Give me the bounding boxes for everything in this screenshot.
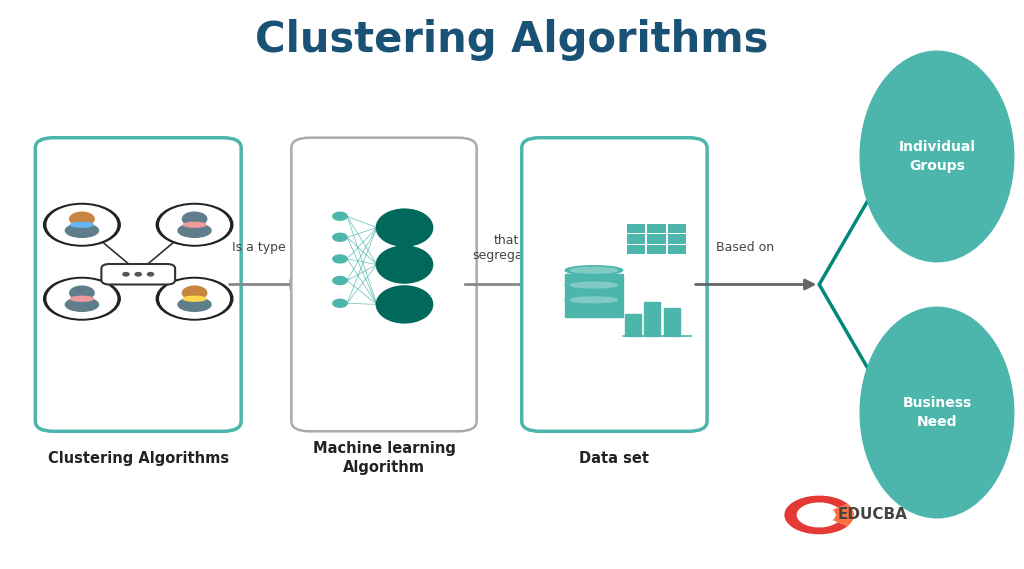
Ellipse shape <box>71 222 93 227</box>
Ellipse shape <box>71 296 93 301</box>
Text: Individual
Groups: Individual Groups <box>898 140 976 173</box>
Bar <box>565 274 623 287</box>
Text: Business
Need: Business Need <box>902 396 972 429</box>
Text: Is a type of: Is a type of <box>232 241 302 254</box>
Ellipse shape <box>376 209 433 246</box>
Circle shape <box>47 205 117 244</box>
FancyBboxPatch shape <box>521 138 707 431</box>
Text: Machine learning
Algorithm: Machine learning Algorithm <box>312 440 456 476</box>
Circle shape <box>333 255 347 263</box>
Bar <box>668 234 686 244</box>
FancyBboxPatch shape <box>101 264 175 284</box>
Polygon shape <box>811 508 836 522</box>
Wedge shape <box>833 504 854 526</box>
Bar <box>627 224 645 233</box>
Circle shape <box>47 279 117 318</box>
Ellipse shape <box>565 281 623 290</box>
Circle shape <box>135 273 141 276</box>
Ellipse shape <box>376 286 433 323</box>
Circle shape <box>333 277 347 284</box>
Ellipse shape <box>570 267 617 273</box>
Ellipse shape <box>66 298 98 311</box>
Bar <box>647 245 666 254</box>
Ellipse shape <box>183 296 206 301</box>
Bar <box>668 245 686 254</box>
Ellipse shape <box>570 297 617 303</box>
Bar <box>565 288 623 302</box>
Bar <box>627 234 645 244</box>
Circle shape <box>333 299 347 307</box>
Circle shape <box>333 233 347 241</box>
Ellipse shape <box>860 307 1014 518</box>
Bar <box>668 224 686 233</box>
Bar <box>565 303 623 317</box>
Circle shape <box>70 212 94 226</box>
Circle shape <box>182 212 207 226</box>
Text: Data set: Data set <box>580 451 649 465</box>
Ellipse shape <box>570 282 617 288</box>
Ellipse shape <box>178 224 211 237</box>
Ellipse shape <box>66 224 98 237</box>
Bar <box>664 308 680 336</box>
FancyBboxPatch shape <box>291 138 476 431</box>
Ellipse shape <box>565 295 623 304</box>
Ellipse shape <box>183 222 206 227</box>
Text: Based on: Based on <box>717 241 774 254</box>
Circle shape <box>44 204 120 246</box>
Text: EDUCBA: EDUCBA <box>838 508 907 522</box>
Ellipse shape <box>376 246 433 283</box>
Circle shape <box>123 273 129 276</box>
Circle shape <box>333 212 347 220</box>
Ellipse shape <box>565 266 623 275</box>
Bar <box>647 224 666 233</box>
Circle shape <box>147 273 154 276</box>
Bar <box>627 245 645 254</box>
FancyBboxPatch shape <box>35 138 242 431</box>
Circle shape <box>160 205 229 244</box>
Circle shape <box>160 279 229 318</box>
Circle shape <box>44 278 120 320</box>
Circle shape <box>157 204 232 246</box>
Ellipse shape <box>860 51 1014 262</box>
Text: Clustering Algorithms: Clustering Algorithms <box>255 19 769 61</box>
Circle shape <box>70 286 94 300</box>
Text: that
segregates: that segregates <box>472 233 542 262</box>
Circle shape <box>157 278 232 320</box>
Bar <box>647 234 666 244</box>
Text: Clustering Algorithms: Clustering Algorithms <box>48 451 228 465</box>
Wedge shape <box>784 496 848 534</box>
Circle shape <box>182 286 207 300</box>
Bar <box>644 302 660 336</box>
Bar <box>625 314 641 336</box>
Ellipse shape <box>178 298 211 311</box>
